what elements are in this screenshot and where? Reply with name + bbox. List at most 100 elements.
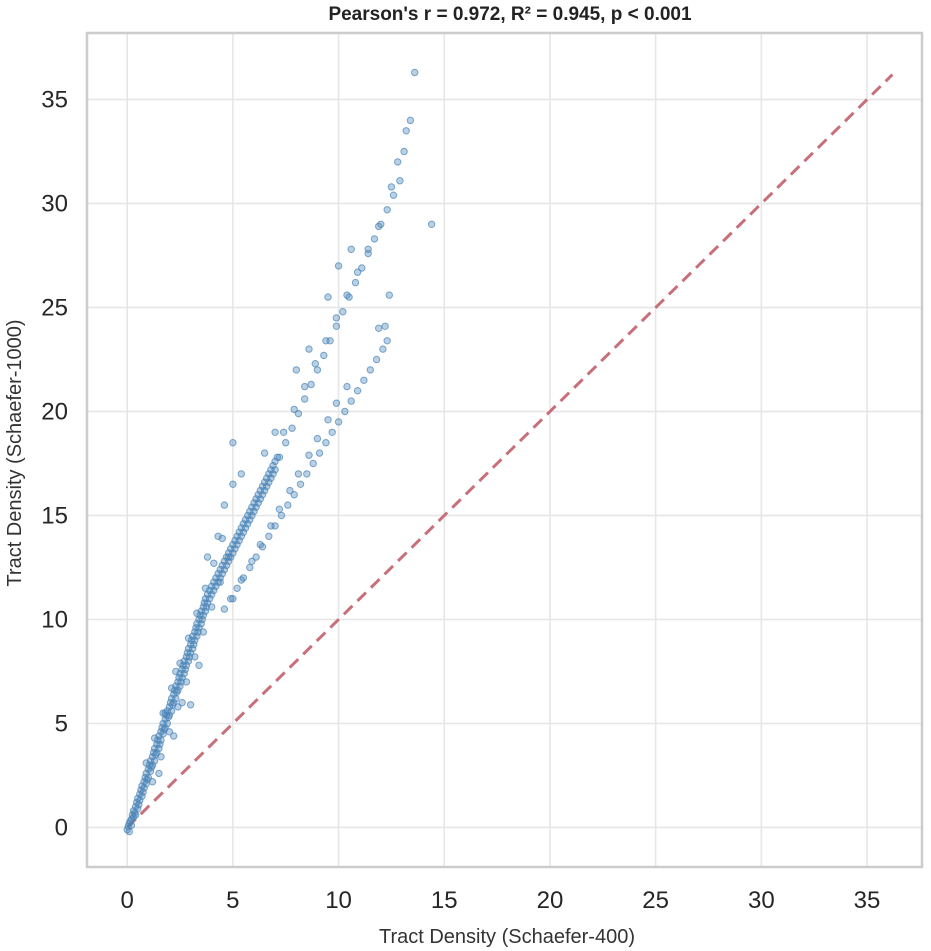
data-point-68 <box>172 694 180 703</box>
y-axis-label: Tract Density (Schaefer-1000) <box>4 319 26 586</box>
data-point-220 <box>347 397 355 405</box>
data-point-245 <box>307 380 315 389</box>
data-point-289 <box>220 501 229 509</box>
data-point-144 <box>235 536 243 545</box>
data-point-193 <box>167 684 176 692</box>
data-point-210 <box>284 501 292 509</box>
data-point-14 <box>134 805 142 813</box>
data-point-249 <box>332 322 341 330</box>
data-point-290 <box>229 439 237 447</box>
data-point-252 <box>351 278 360 287</box>
data-point-293 <box>161 709 169 717</box>
data-point-102 <box>195 624 203 632</box>
data-point-268 <box>364 245 372 254</box>
data-point-158 <box>250 507 258 516</box>
x-tick-label-7: 35 <box>854 887 881 914</box>
data-point-130 <box>220 565 229 574</box>
data-point-128 <box>218 570 227 578</box>
data-point-244 <box>301 395 309 403</box>
data-points <box>123 68 436 836</box>
data-point-174 <box>267 474 275 482</box>
data-point-265 <box>332 314 341 322</box>
data-point-150 <box>241 524 250 532</box>
data-point-215 <box>315 449 324 457</box>
data-point-223 <box>366 366 374 374</box>
data-point-246 <box>313 366 322 374</box>
data-point-219 <box>341 407 349 416</box>
data-point-152 <box>244 520 252 528</box>
data-point-180 <box>148 778 157 786</box>
data-point-275 <box>387 183 396 191</box>
data-point-187 <box>208 603 216 611</box>
data-point-166 <box>258 491 267 499</box>
data-point-136 <box>227 553 235 561</box>
data-point-277 <box>385 291 393 299</box>
data-point-270 <box>402 127 410 135</box>
data-point-229 <box>248 557 256 565</box>
data-point-264 <box>322 337 330 345</box>
data-point-258 <box>389 191 398 199</box>
data-point-232 <box>275 505 284 513</box>
data-point-184 <box>182 678 191 686</box>
data-point-186 <box>199 628 208 636</box>
data-point-225 <box>379 345 387 353</box>
y-tick-label-0: 0 <box>55 814 68 841</box>
data-point-78 <box>178 674 186 682</box>
data-point-199 <box>218 534 227 543</box>
data-point-279 <box>375 324 383 332</box>
data-point-148 <box>239 528 248 536</box>
data-point-216 <box>322 439 330 447</box>
data-point-46 <box>156 740 164 748</box>
data-point-240 <box>275 453 284 461</box>
identity-reference-line <box>126 73 894 829</box>
y-tick-label-2: 10 <box>41 607 68 634</box>
data-point-192 <box>159 709 167 717</box>
data-point-201 <box>227 595 235 603</box>
data-point-257 <box>383 206 391 214</box>
data-point-213 <box>303 470 311 478</box>
data-point-124 <box>214 578 222 586</box>
data-point-185 <box>191 653 199 661</box>
data-point-24 <box>140 784 148 792</box>
data-point-241 <box>282 439 290 447</box>
data-point-259 <box>396 177 404 185</box>
data-point-207 <box>265 532 273 540</box>
data-point-230 <box>256 540 264 549</box>
data-point-261 <box>290 405 298 414</box>
data-point-292 <box>203 553 212 561</box>
data-point-242 <box>288 424 296 432</box>
data-point-234 <box>294 470 303 478</box>
data-point-297 <box>186 701 195 709</box>
data-point-235 <box>305 451 313 459</box>
data-point-170 <box>263 482 271 491</box>
grid-lines <box>87 33 922 867</box>
x-tick-label-2: 10 <box>325 887 352 914</box>
data-point-218 <box>334 418 343 426</box>
data-point-282 <box>324 293 332 301</box>
x-tick-labels: 0 5 10 15 20 25 30 35 <box>120 887 880 914</box>
data-point-172 <box>265 478 273 486</box>
data-point-190 <box>142 759 150 767</box>
x-tick-label-3: 15 <box>431 887 458 914</box>
data-point-197 <box>201 584 210 592</box>
data-point-38 <box>150 757 159 765</box>
data-point-48 <box>157 736 165 744</box>
data-point-188 <box>216 578 224 586</box>
data-point-80 <box>180 669 188 678</box>
data-point-154 <box>246 516 254 524</box>
data-point-106 <box>198 615 206 624</box>
data-point-12 <box>131 811 140 819</box>
data-point-276 <box>427 220 436 229</box>
data-point-283 <box>305 345 313 353</box>
data-point-287 <box>237 470 246 478</box>
data-point-156 <box>248 511 256 520</box>
data-point-285 <box>271 428 279 436</box>
data-point-36 <box>148 761 157 769</box>
data-point-274 <box>394 158 402 166</box>
data-point-221 <box>353 387 362 395</box>
data-point-280 <box>347 245 355 254</box>
y-tick-label-1: 5 <box>55 710 68 737</box>
data-point-142 <box>233 540 241 549</box>
data-point-217 <box>328 428 336 436</box>
